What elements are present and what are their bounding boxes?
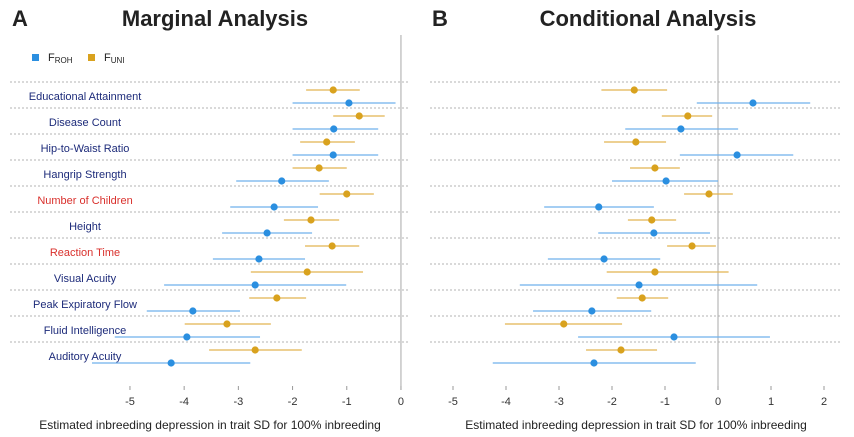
point-estimate xyxy=(638,294,646,302)
point-estimate xyxy=(189,307,197,315)
category-label: Hip-to-Waist Ratio xyxy=(41,143,130,155)
panel-label: B xyxy=(432,6,448,31)
x-tick-label: 2 xyxy=(821,396,827,408)
point-estimate xyxy=(315,164,323,172)
point-estimate xyxy=(307,216,315,224)
point-estimate xyxy=(345,99,353,107)
point-estimate xyxy=(255,255,263,263)
legend-subscript: UNI xyxy=(111,56,125,65)
point-estimate xyxy=(651,268,659,276)
x-tick-label: -5 xyxy=(448,396,458,408)
point-estimate xyxy=(303,268,311,276)
category-label: Peak Expiratory Flow xyxy=(33,299,137,311)
point-estimate xyxy=(343,190,351,198)
category-label: Fluid Intelligence xyxy=(44,325,127,337)
chart-title: Conditional Analysis xyxy=(540,6,757,31)
category-label: Educational Attainment xyxy=(29,91,142,103)
legend-swatch xyxy=(32,54,39,61)
x-tick-label: -1 xyxy=(660,396,670,408)
legend-label: FUNI xyxy=(104,52,125,65)
point-estimate xyxy=(617,346,625,354)
point-estimate xyxy=(588,307,596,315)
x-tick-label: -2 xyxy=(288,396,298,408)
point-estimate xyxy=(630,86,638,94)
point-estimate xyxy=(251,346,259,354)
chart-title: Marginal Analysis xyxy=(122,6,308,31)
point-estimate xyxy=(632,138,640,146)
legend-label: FROH xyxy=(48,52,73,65)
point-estimate xyxy=(705,190,713,198)
point-estimate xyxy=(688,242,696,250)
legend-name: F xyxy=(48,52,55,64)
point-estimate xyxy=(328,242,336,250)
category-label: Hangrip Strength xyxy=(43,169,126,181)
point-estimate xyxy=(648,216,656,224)
x-axis-label: Estimated inbreeding depression in trait… xyxy=(39,418,381,432)
point-estimate xyxy=(684,112,692,120)
point-estimate xyxy=(323,138,331,146)
point-estimate xyxy=(329,86,337,94)
point-estimate xyxy=(355,112,363,120)
category-label: Auditory Acuity xyxy=(49,351,122,363)
x-tick-label: -5 xyxy=(125,396,135,408)
panel-label: A xyxy=(12,6,28,31)
x-tick-label: -4 xyxy=(179,396,189,408)
category-label: Reaction Time xyxy=(50,247,120,259)
point-estimate xyxy=(223,320,231,328)
x-tick-label: -1 xyxy=(342,396,352,408)
point-estimate xyxy=(273,294,281,302)
x-axis-label: Estimated inbreeding depression in trait… xyxy=(465,418,807,432)
x-tick-label: 0 xyxy=(715,396,721,408)
x-tick-label: -3 xyxy=(554,396,564,408)
point-estimate xyxy=(251,281,259,289)
point-estimate xyxy=(183,333,191,341)
category-label: Height xyxy=(69,221,101,233)
category-label: Number of Children xyxy=(37,195,132,207)
point-estimate xyxy=(662,177,670,185)
point-estimate xyxy=(650,229,658,237)
x-tick-label: -2 xyxy=(607,396,617,408)
category-label: Visual Acuity xyxy=(54,273,117,285)
point-estimate xyxy=(590,359,598,367)
point-estimate xyxy=(677,125,685,133)
point-estimate xyxy=(329,151,337,159)
point-estimate xyxy=(595,203,603,211)
point-estimate xyxy=(733,151,741,159)
legend-subscript: ROH xyxy=(55,56,73,65)
point-estimate xyxy=(330,125,338,133)
point-estimate xyxy=(670,333,678,341)
point-estimate xyxy=(635,281,643,289)
legend-swatch xyxy=(88,54,95,61)
x-tick-label: -4 xyxy=(501,396,511,408)
point-estimate xyxy=(560,320,568,328)
point-estimate xyxy=(278,177,286,185)
point-estimate xyxy=(600,255,608,263)
x-tick-label: 1 xyxy=(768,396,774,408)
x-tick-label: 0 xyxy=(398,396,404,408)
x-tick-label: -3 xyxy=(233,396,243,408)
point-estimate xyxy=(270,203,278,211)
category-label: Disease Count xyxy=(49,117,121,129)
legend-name: F xyxy=(104,52,111,64)
point-estimate xyxy=(651,164,659,172)
point-estimate xyxy=(263,229,271,237)
point-estimate xyxy=(167,359,175,367)
point-estimate xyxy=(749,99,757,107)
